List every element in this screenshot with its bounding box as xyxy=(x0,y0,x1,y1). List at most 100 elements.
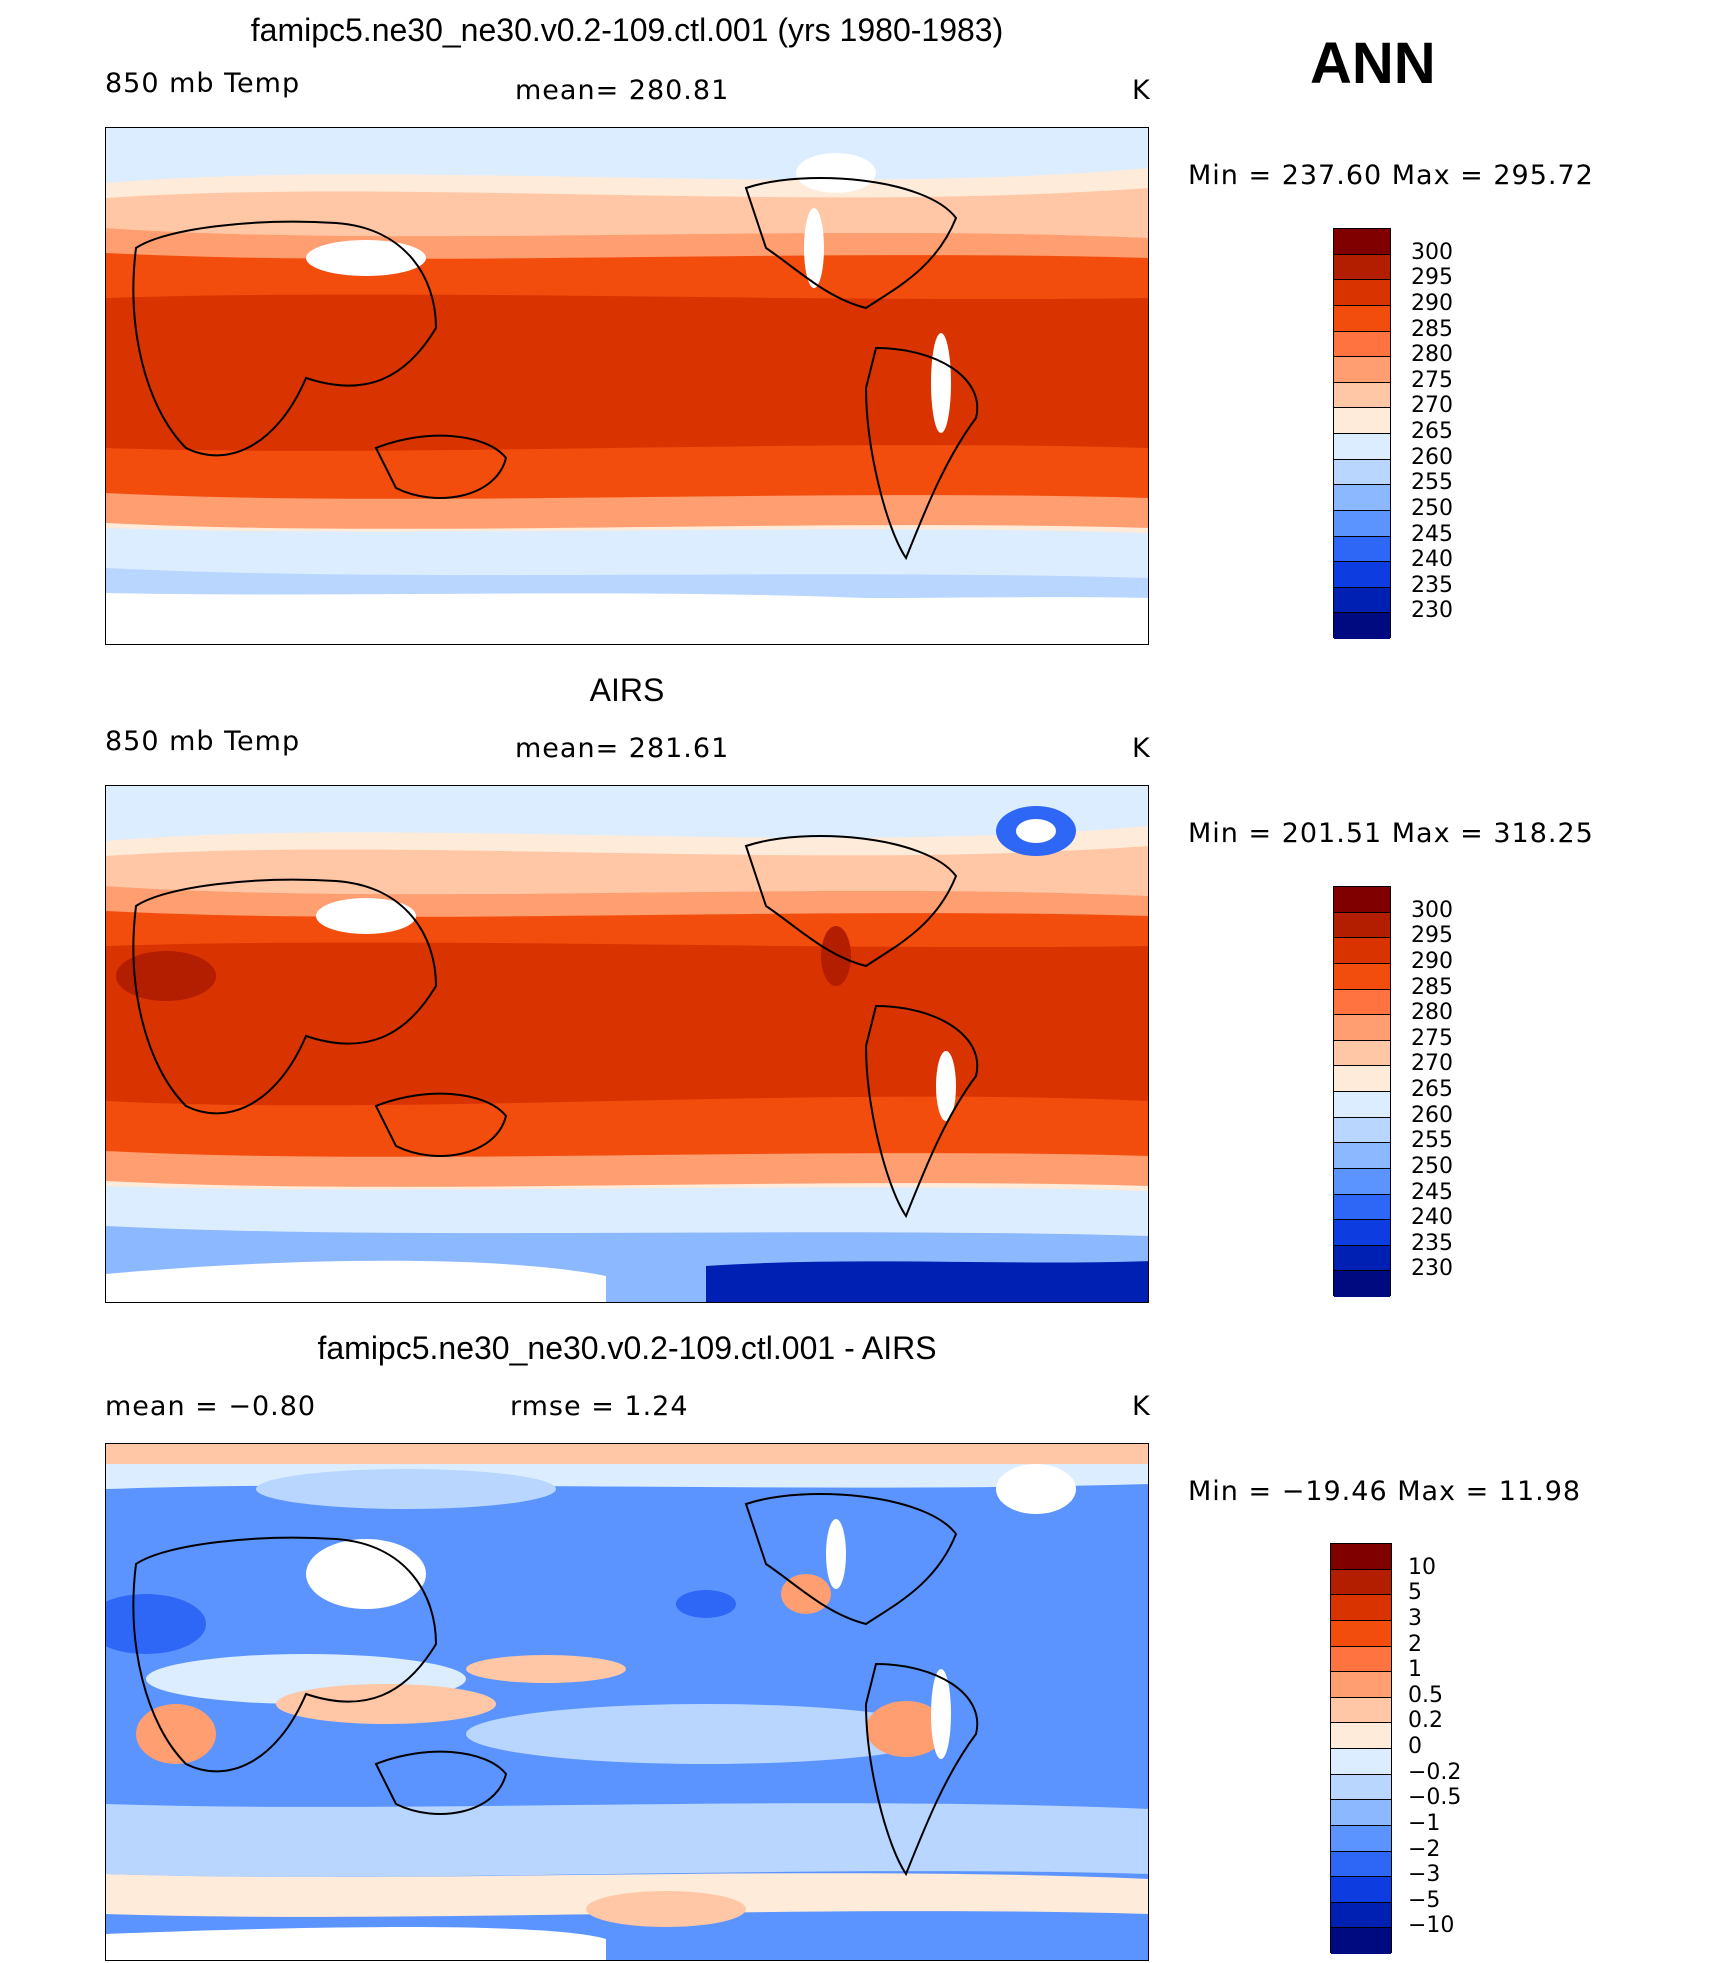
colorbar-swatch xyxy=(1334,938,1390,964)
panel1-units-label: K xyxy=(1132,75,1151,106)
colorbar-tick-label: −0.5 xyxy=(1408,1785,1462,1811)
colorbar-tick-label: 280 xyxy=(1411,1000,1453,1026)
panel1-colorbar xyxy=(1333,228,1391,639)
colorbar-swatch xyxy=(1334,536,1390,563)
colorbar-swatch xyxy=(1331,1646,1391,1673)
panel1-variable-label: 850 mb Temp xyxy=(105,68,301,99)
colorbar-swatch xyxy=(1334,357,1390,383)
colorbar-tick-label: 3 xyxy=(1408,1605,1422,1631)
colorbar-tick-label: 295 xyxy=(1411,265,1453,291)
colorbar-swatch xyxy=(1334,408,1390,434)
colorbar-swatch xyxy=(1331,1851,1391,1878)
colorbar-tick-label: 230 xyxy=(1411,598,1453,624)
colorbar-swatch xyxy=(1334,331,1390,358)
panel3-map xyxy=(105,1443,1149,1961)
colorbar-tick-label: 275 xyxy=(1411,1025,1453,1051)
colorbar-tick-label: 265 xyxy=(1411,419,1453,444)
colorbar-tick-label: 265 xyxy=(1411,1077,1453,1102)
colorbar-swatch xyxy=(1334,1092,1390,1118)
panel3-colorbar xyxy=(1330,1543,1392,1954)
colorbar-swatch xyxy=(1334,613,1390,639)
panel2-mean-label: mean= 281.61 xyxy=(515,733,730,764)
colorbar-swatch xyxy=(1334,510,1390,537)
colorbar-tick-label: 240 xyxy=(1411,1205,1453,1231)
colorbar-tick-label: 260 xyxy=(1411,1102,1453,1128)
colorbar-swatch xyxy=(1334,229,1390,255)
colorbar-swatch xyxy=(1334,1271,1390,1297)
colorbar-tick-label: 1 xyxy=(1408,1657,1422,1683)
colorbar-tick-label: −5 xyxy=(1408,1887,1441,1913)
colorbar-tick-label: 300 xyxy=(1411,239,1453,265)
colorbar-swatch xyxy=(1331,1902,1391,1929)
colorbar-tick-label: −3 xyxy=(1408,1862,1441,1888)
colorbar-swatch xyxy=(1334,1220,1390,1246)
panel3-rmse-label: rmse = 1.24 xyxy=(510,1391,689,1422)
colorbar-swatch xyxy=(1334,1117,1390,1144)
panel2-variable-label: 850 mb Temp xyxy=(105,726,301,757)
colorbar-swatch xyxy=(1331,1877,1391,1903)
colorbar-swatch xyxy=(1331,1825,1391,1852)
colorbar-swatch xyxy=(1331,1723,1391,1749)
colorbar-swatch xyxy=(1334,562,1390,588)
colorbar-tick-label: 270 xyxy=(1411,393,1453,419)
colorbar-swatch xyxy=(1331,1774,1391,1801)
colorbar-tick-label: 0 xyxy=(1408,1734,1422,1759)
colorbar-tick-label: 255 xyxy=(1411,1128,1453,1154)
panel2-title: AIRS xyxy=(589,672,665,708)
panel3-units-label: K xyxy=(1132,1391,1151,1422)
colorbar-swatch xyxy=(1334,459,1390,486)
colorbar-swatch xyxy=(1334,305,1390,332)
colorbar-swatch xyxy=(1331,1928,1391,1954)
colorbar-swatch xyxy=(1334,989,1390,1016)
colorbar-tick-label: 0.2 xyxy=(1408,1708,1443,1734)
colorbar-tick-label: 295 xyxy=(1411,923,1453,949)
colorbar-swatch xyxy=(1334,254,1390,281)
colorbar-swatch xyxy=(1334,963,1390,990)
panel2-minmax: Min = 201.51 Max = 318.25 xyxy=(1188,818,1594,849)
colorbar-tick-label: 285 xyxy=(1411,316,1453,342)
colorbar-tick-label: 245 xyxy=(1411,1179,1453,1205)
panel2-map xyxy=(105,785,1149,1303)
colorbar-tick-label: 235 xyxy=(1411,572,1453,598)
colorbar-tick-label: 260 xyxy=(1411,444,1453,470)
colorbar-tick-label: 235 xyxy=(1411,1230,1453,1256)
colorbar-swatch xyxy=(1334,1015,1390,1041)
colorbar-tick-label: 275 xyxy=(1411,367,1453,393)
colorbar-swatch xyxy=(1334,1066,1390,1092)
colorbar-swatch xyxy=(1334,1245,1390,1272)
colorbar-swatch xyxy=(1334,1168,1390,1195)
colorbar-swatch xyxy=(1331,1569,1391,1596)
panel3-minmax: Min = −19.46 Max = 11.98 xyxy=(1188,1476,1582,1507)
colorbar-swatch xyxy=(1331,1749,1391,1775)
colorbar-swatch xyxy=(1331,1800,1391,1826)
colorbar-tick-label: 270 xyxy=(1411,1051,1453,1077)
colorbar-tick-label: −2 xyxy=(1408,1836,1441,1862)
panel3-mean-label: mean = −0.80 xyxy=(105,1391,317,1422)
colorbar-swatch xyxy=(1334,1040,1390,1067)
colorbar-swatch xyxy=(1334,434,1390,460)
colorbar-tick-label: 290 xyxy=(1411,290,1453,316)
colorbar-swatch xyxy=(1334,1143,1390,1169)
colorbar-swatch xyxy=(1334,1194,1390,1221)
colorbar-swatch xyxy=(1331,1620,1391,1647)
colorbar-tick-label: 5 xyxy=(1408,1580,1422,1606)
panel1-mean-label: mean= 280.81 xyxy=(515,75,730,106)
colorbar-tick-label: −10 xyxy=(1408,1913,1455,1939)
colorbar-swatch xyxy=(1334,887,1390,913)
colorbar-tick-label: 230 xyxy=(1411,1256,1453,1282)
colorbar-swatch xyxy=(1334,485,1390,511)
colorbar-swatch xyxy=(1334,587,1390,614)
panel2-colorbar xyxy=(1333,886,1391,1297)
colorbar-tick-label: 10 xyxy=(1408,1554,1436,1580)
panel1-map xyxy=(105,127,1149,645)
colorbar-tick-label: 300 xyxy=(1411,897,1453,923)
colorbar-tick-label: 0.5 xyxy=(1408,1682,1443,1708)
colorbar-swatch xyxy=(1334,382,1390,409)
colorbar-tick-label: 285 xyxy=(1411,974,1453,1000)
colorbar-swatch xyxy=(1331,1697,1391,1724)
colorbar-tick-label: −1 xyxy=(1408,1810,1441,1836)
season-label: ANN xyxy=(1310,31,1436,96)
colorbar-tick-label: 280 xyxy=(1411,342,1453,368)
colorbar-tick-label: 255 xyxy=(1411,470,1453,496)
colorbar-tick-label: 240 xyxy=(1411,547,1453,573)
